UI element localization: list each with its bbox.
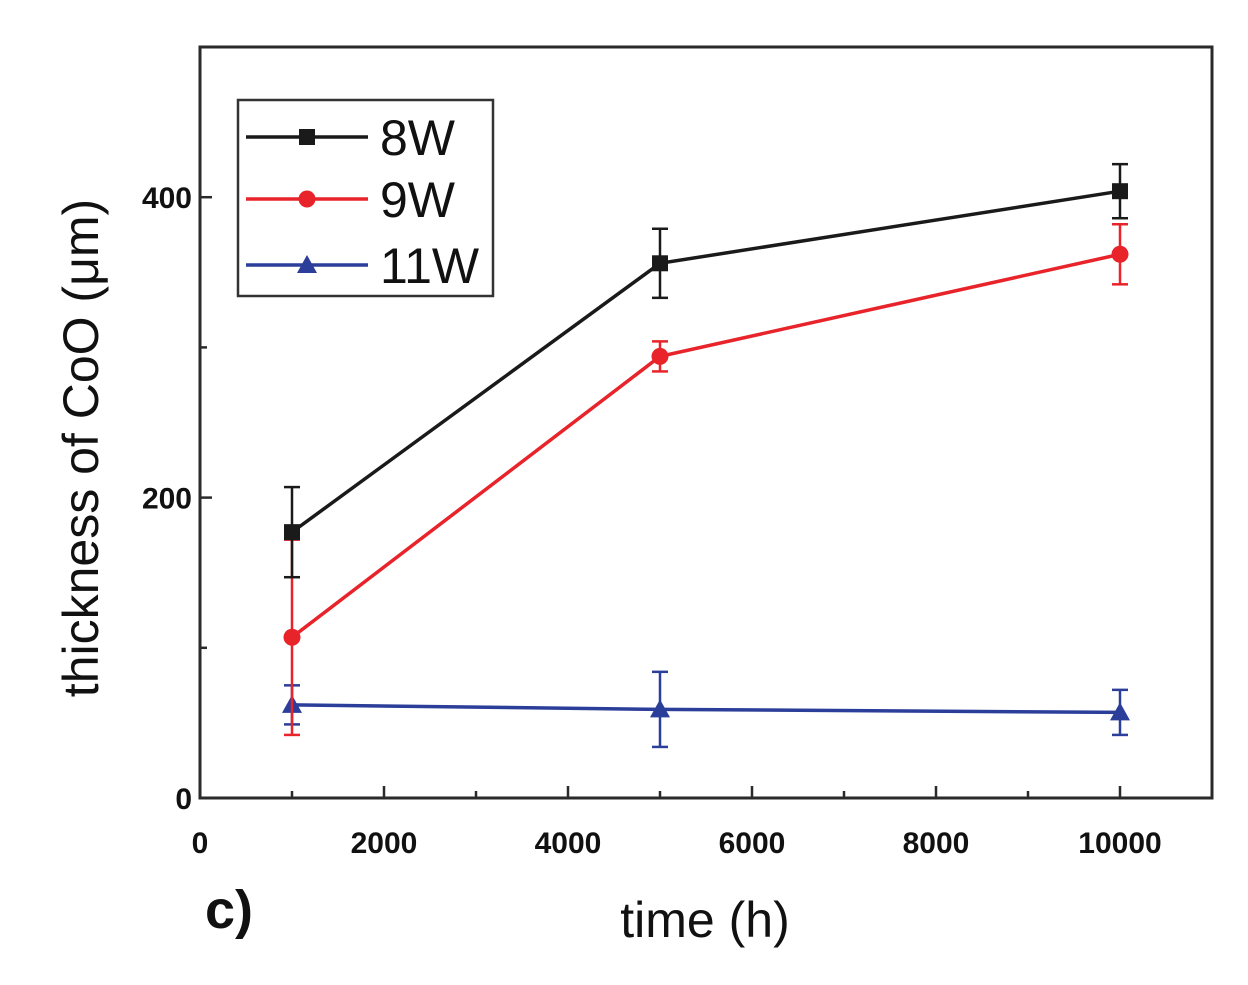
legend-label: 11W [380, 238, 480, 294]
series-line [290, 252, 1121, 639]
legend-entry-8W: 8W [246, 110, 456, 166]
x-tick-label: 4000 [535, 827, 602, 860]
x-tick-label: 0 [192, 827, 209, 860]
legend: 8W 9W 11W [236, 98, 495, 298]
legend-marker [297, 255, 317, 273]
legend-label: 9W [380, 172, 456, 228]
series-layer [282, 162, 1130, 749]
legend-entry-11W: 11W [246, 238, 480, 294]
legend-entry-9W: 9W [246, 172, 456, 228]
y-tick-label: 0 [175, 783, 192, 816]
series-line [291, 703, 1121, 715]
legend-entries: 8W 9W 11W [246, 110, 480, 294]
legend-marker [298, 190, 316, 208]
data-point [652, 255, 668, 272]
legend-marker [299, 129, 315, 145]
y-tick-label: 400 [142, 182, 192, 215]
plot-frame [198, 45, 1214, 800]
x-tick-label: 10000 [1078, 827, 1161, 860]
data-point [650, 699, 670, 718]
x-tick-label: 6000 [719, 827, 786, 860]
data-point [283, 628, 301, 646]
series-8W [284, 162, 1128, 579]
y-tick-label: 200 [142, 483, 192, 516]
data-point [651, 347, 669, 365]
data-point [1110, 702, 1130, 721]
series-9W [283, 222, 1129, 737]
panel-label: c) [205, 880, 253, 940]
data-point [1111, 245, 1129, 263]
legend-label: 8W [380, 110, 456, 166]
data-point [1112, 183, 1128, 200]
x-tick-label: 2000 [351, 827, 418, 860]
y-axis-title: thickness of CoO (μm) [53, 199, 109, 697]
x-axis-title: time (h) [620, 892, 789, 948]
y-axis-ticks: 0 200 400 [142, 45, 212, 816]
x-axis-ticks: 0 2000 4000 6000 8000 10000 [192, 786, 1214, 860]
series-11W [282, 670, 1130, 749]
x-tick-label: 8000 [903, 827, 970, 860]
data-point [284, 524, 300, 541]
